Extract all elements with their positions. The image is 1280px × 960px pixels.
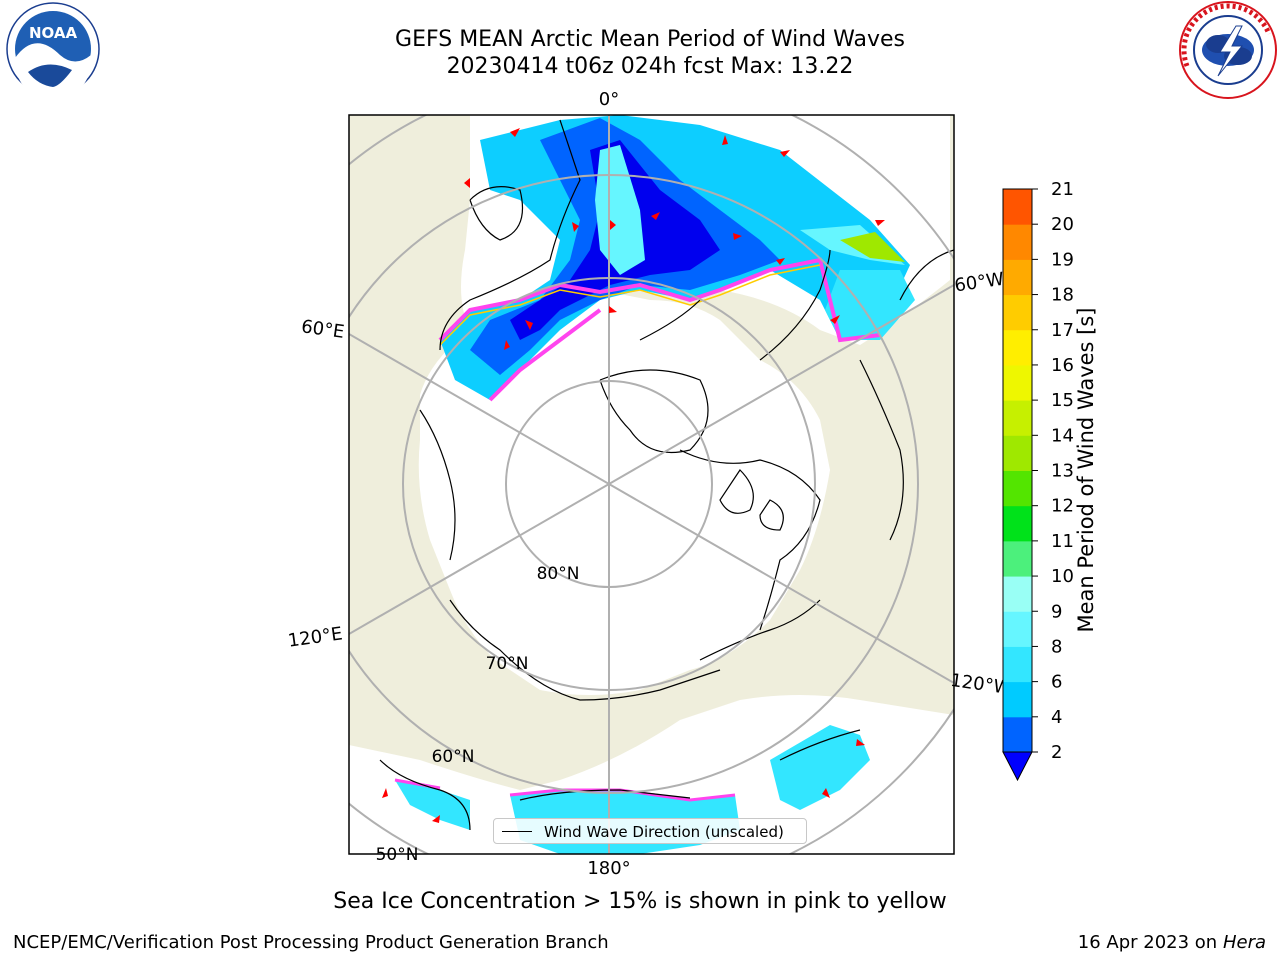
wave-field-max-region	[840, 232, 905, 262]
colorbar-segment	[1003, 576, 1032, 612]
colorbar-tick-label: 20	[1051, 214, 1074, 235]
colorbar-tick-label: 14	[1051, 425, 1074, 446]
colorbar-segment	[1003, 329, 1032, 366]
colorbar-segment	[1003, 681, 1032, 718]
colorbar-segment	[1003, 189, 1032, 225]
colorbar-tick-label: 6	[1051, 672, 1062, 693]
colorbar-label: Mean Period of Wind Waves [s]	[1074, 307, 1098, 633]
coastlines	[379, 119, 954, 831]
legend-text: Wind Wave Direction (unscaled)	[544, 823, 784, 841]
chart-subtitle: 20230414 t06z 024h fcst Max: 13.22	[446, 54, 854, 79]
wave-field-atlantic-light	[595, 145, 645, 275]
lat-label-80: 80°N	[537, 564, 580, 584]
colorbar-segment	[1003, 611, 1032, 647]
wave-arrow	[830, 315, 840, 324]
noaa-logo-text: NOAA	[29, 24, 78, 42]
lon-label-0: 0°	[599, 89, 619, 110]
colorbar-tick-label: 11	[1051, 531, 1074, 552]
noaa-logo: NOAA	[6, 2, 100, 100]
map-frame	[348, 114, 955, 855]
colorbar-segment	[1003, 716, 1032, 753]
colorbar-tick-label: 2	[1051, 742, 1062, 763]
colorbar-tick-label: 19	[1051, 249, 1074, 270]
wave-arrow	[610, 220, 616, 230]
wave-arrow	[651, 212, 660, 220]
north-pacific-ocean	[349, 695, 954, 854]
colorbar-segment	[1003, 540, 1032, 577]
colorbar-segment	[1003, 224, 1032, 260]
lat-label-70: 70°N	[486, 654, 529, 674]
chart-title: GEFS MEAN Arctic Mean Period of Wind Wav…	[395, 27, 905, 52]
wave-arrow	[432, 815, 440, 823]
lon-label-60w: 60°W	[953, 269, 1005, 297]
colorbar-tick-label: 17	[1051, 320, 1074, 341]
colorbar-segment	[1003, 470, 1032, 507]
wave-arrow	[572, 222, 579, 232]
wave-arrow	[733, 233, 742, 240]
lon-label-120e: 120°E	[287, 623, 344, 651]
colorbar-segment	[1003, 364, 1032, 401]
nws-logo	[1179, 1, 1277, 99]
wave-arrow	[722, 135, 728, 145]
wave-field-gulf-alaska	[770, 725, 870, 810]
footer-date: 16 Apr 2023 on Hera	[1077, 932, 1266, 953]
colorbar: 2 4 6 8 9 10 11 12 13 14 15 16 17 18 19 20 21	[1002, 179, 1074, 782]
graticule	[349, 115, 954, 854]
wave-arrow	[776, 258, 785, 265]
wave-arrow	[382, 788, 388, 798]
legend-line-sample	[502, 831, 532, 832]
lat-label-50: 50°N	[376, 845, 419, 865]
colorbar-under-arrow	[1002, 751, 1033, 782]
colorbar-segment	[1003, 646, 1032, 683]
colorbar-segment	[1003, 400, 1032, 436]
colorbar-tick-label: 18	[1051, 285, 1074, 306]
lon-label-180: 180°	[587, 858, 630, 879]
wave-arrow	[875, 220, 885, 226]
colorbar-tick-label: 9	[1051, 601, 1062, 622]
colorbar-segment	[1003, 505, 1032, 542]
wave-arrow	[464, 178, 470, 188]
wave-arrow	[780, 150, 790, 157]
wave-field-okhotsk	[395, 780, 470, 830]
wave-arrow	[504, 340, 510, 350]
sea-ice-edge	[438, 257, 881, 402]
wave-arrow	[510, 128, 520, 137]
colorbar-segment	[1003, 259, 1032, 296]
colorbar-tick-label: 4	[1051, 707, 1062, 728]
colorbar-tick-label: 15	[1051, 390, 1074, 411]
wave-arrow	[609, 306, 617, 313]
footer-credit: NCEP/EMC/Verification Post Processing Pr…	[13, 932, 609, 953]
wave-arrow	[822, 788, 830, 798]
legend: Wind Wave Direction (unscaled)	[493, 818, 807, 844]
colorbar-tick-label: 8	[1051, 636, 1062, 657]
colorbar-segment	[1003, 294, 1032, 331]
colorbar-segment	[1003, 435, 1032, 471]
sea-ice-edge-yellow	[439, 264, 821, 346]
wave-arrow	[856, 739, 865, 746]
colorbar-tick-label: 12	[1051, 496, 1074, 517]
lon-label-60e: 60°E	[300, 316, 346, 343]
colorbar-tick-label: 16	[1051, 355, 1074, 376]
lat-label-60: 60°N	[432, 747, 475, 767]
colorbar-tick-label: 10	[1051, 566, 1074, 587]
colorbar-tick-label: 13	[1051, 461, 1074, 482]
wind-wave-arrows	[382, 128, 885, 823]
colorbar-tick-label: 21	[1051, 179, 1074, 200]
wave-arrow	[525, 320, 533, 330]
footer-host: Hera	[1222, 932, 1266, 953]
sea-ice-caption: Sea Ice Concentration > 15% is shown in …	[333, 889, 947, 914]
